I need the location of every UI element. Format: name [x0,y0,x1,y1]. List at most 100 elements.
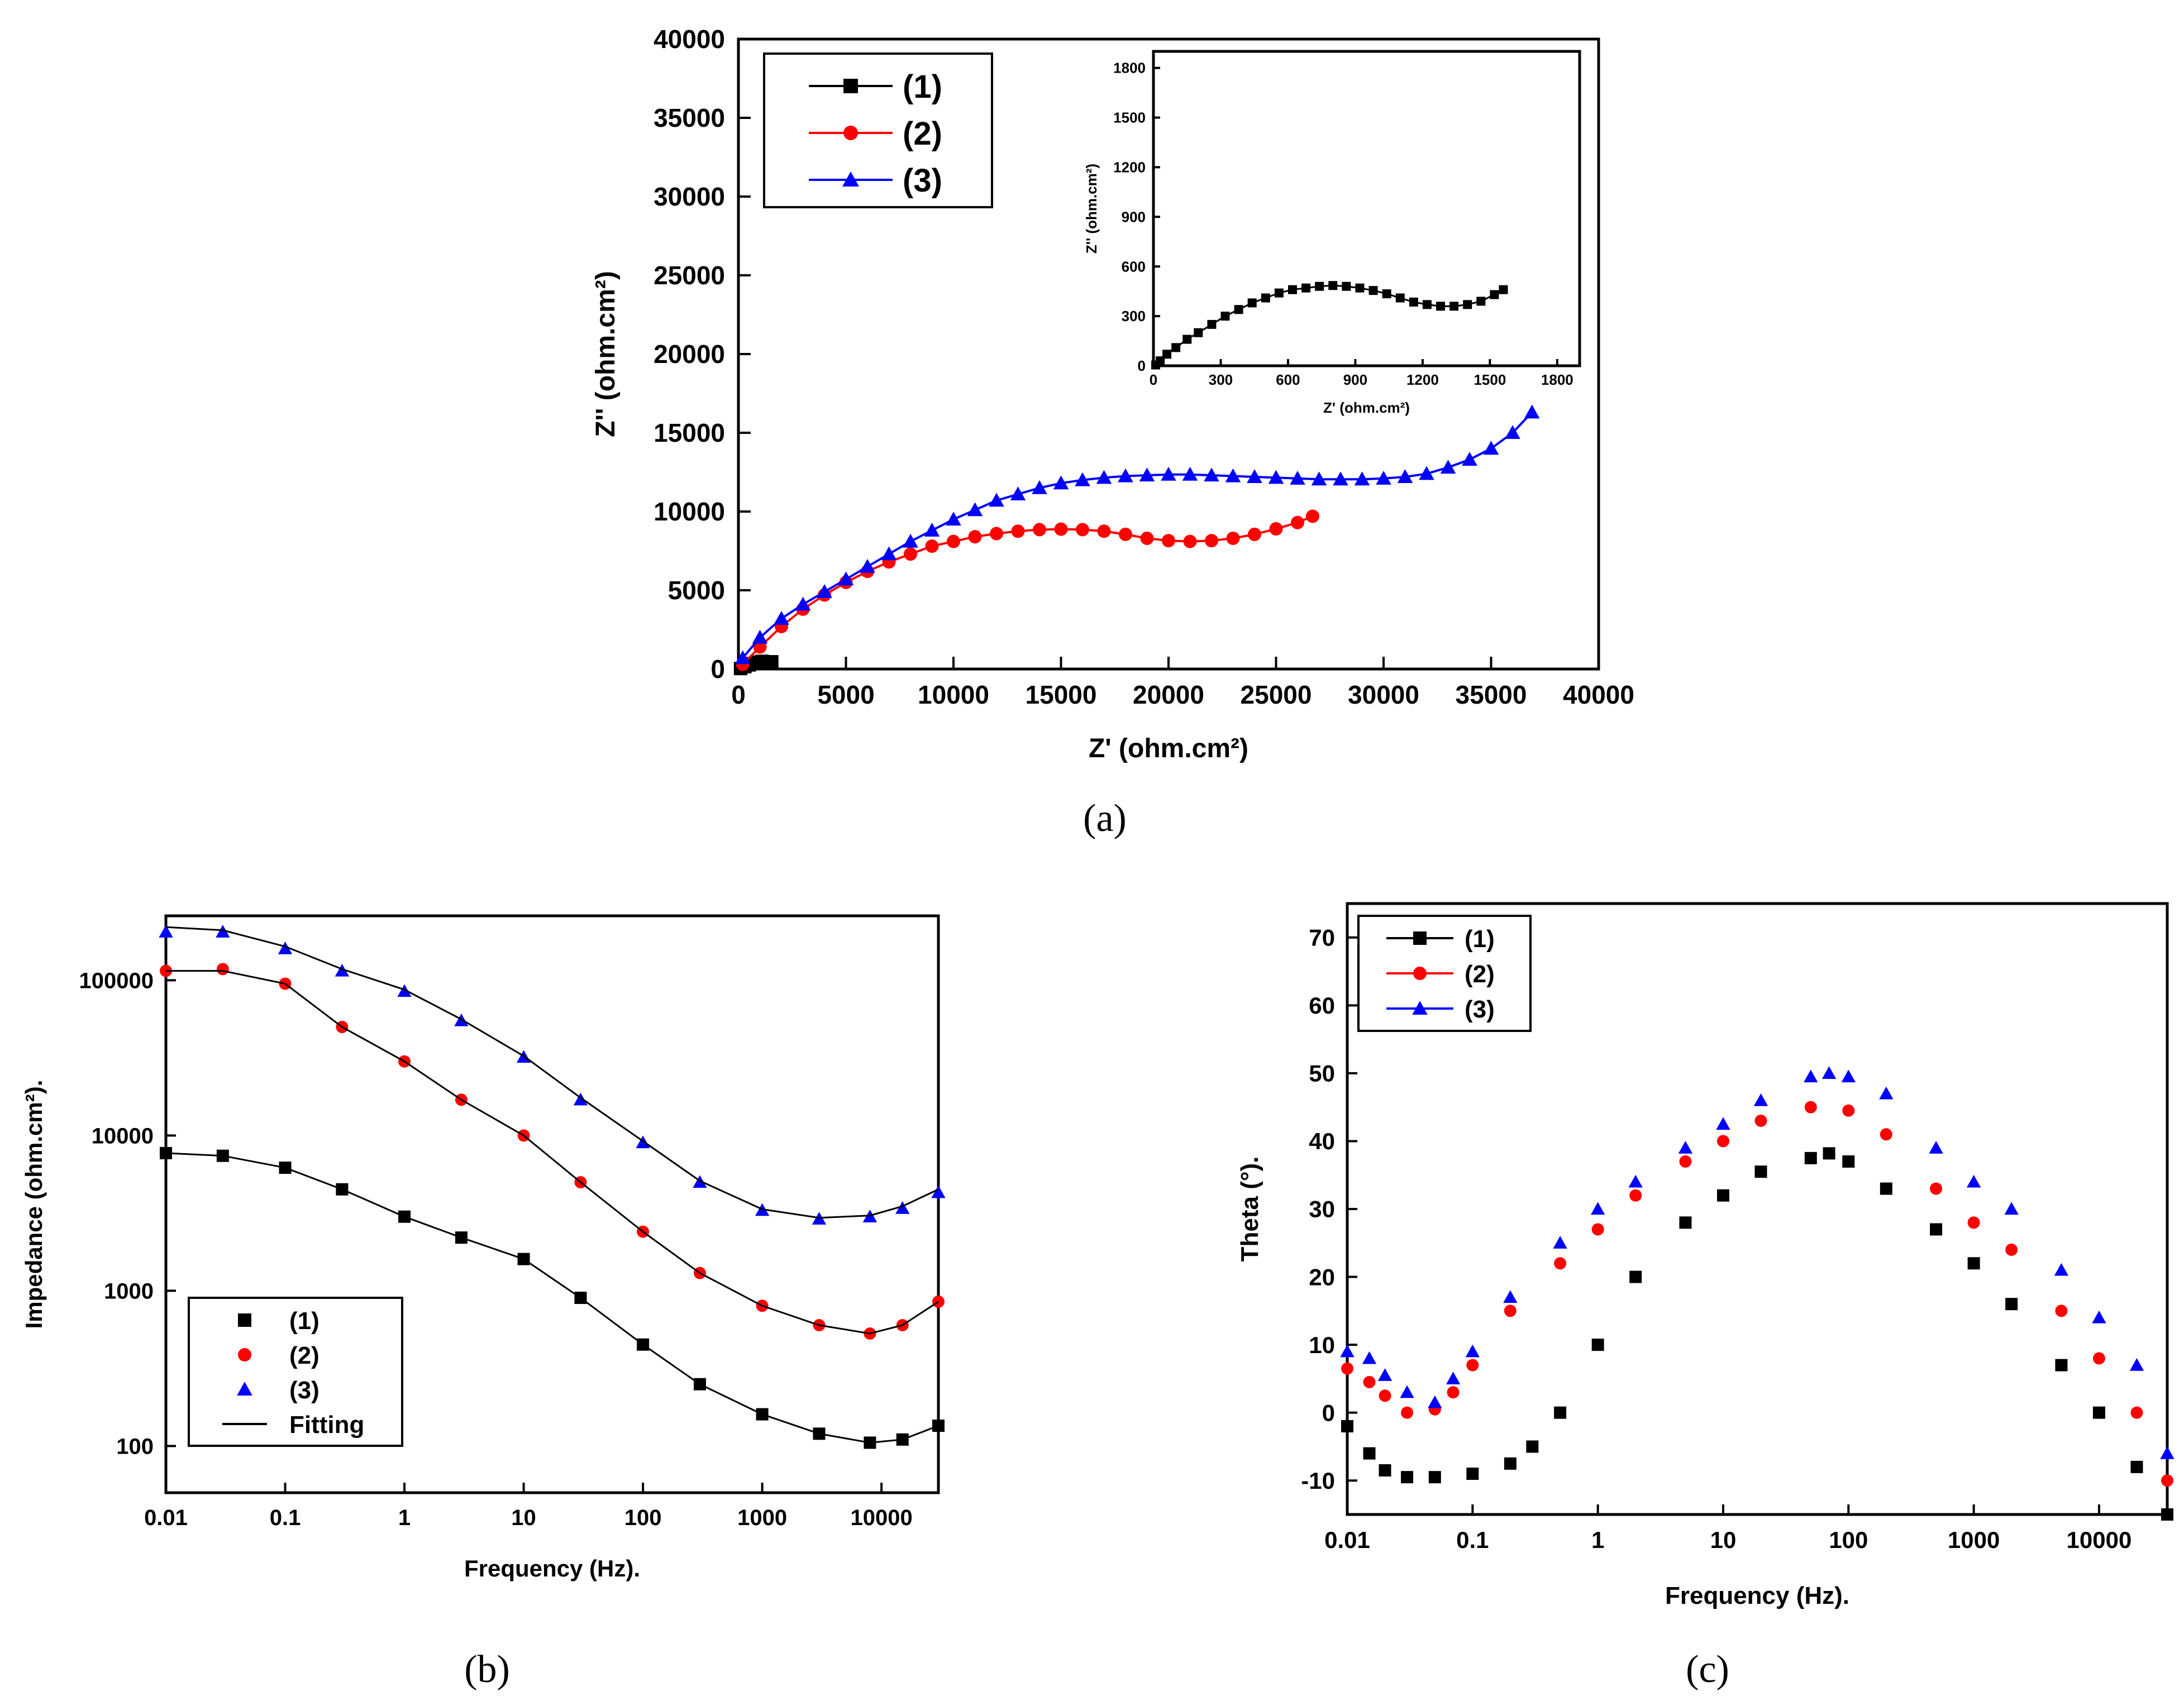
c-data-point [2055,1305,2068,1317]
a-data-point [765,655,779,669]
panel-label-b: (b) [464,1648,510,1691]
chart-a: 0 5000 10000 15000 20000 25000 30000 35000 40000… [591,25,1634,763]
a-x-tick-label: 25000 [1241,680,1312,709]
a-data-point [990,527,1003,541]
c-x-tick-label: 100 [1829,1527,1868,1553]
a-data-point [1140,531,1154,545]
c-legend-marker [1413,967,1427,980]
a-data-point [947,534,960,548]
c-data-point [1553,1236,1567,1249]
c-y-tick-label: 50 [1309,1060,1335,1087]
a-y-axis-title: Z'' (ohm.cm²) [591,271,621,437]
b-data-point [335,963,350,977]
a-data-point [968,530,982,544]
c-x-tick-label: 0.1 [1456,1527,1489,1553]
a-data-point [924,523,940,537]
c-data-point [1503,1290,1518,1303]
a-inset-y-tick-label: 0 [1138,357,1146,374]
a-y-tick-label: 25000 [654,261,725,290]
c-data-point [1400,1385,1414,1398]
c-data-point [2130,1460,2143,1473]
c-x-tick-label: 1000 [1948,1527,2000,1553]
a-x-tick-label: 15000 [1026,680,1097,709]
c-data-point [1428,1471,1441,1484]
c-data-point [1591,1339,1604,1351]
a-x-tick-label: 35000 [1456,680,1527,709]
c-data-point [1554,1257,1567,1270]
a-inset-plot-frame [1152,50,1581,367]
c-data-point [1753,1093,1768,1106]
c-data-point [1841,1069,1856,1083]
c-legend-label: (2) [1465,961,1495,988]
a-inset-data-point [1499,285,1508,294]
c-data-point [1363,1447,1376,1460]
c-y-tick-label: 20 [1309,1264,1335,1290]
c-y-tick-label: 40 [1309,1128,1335,1154]
b-y-tick-label: 10000 [92,1124,154,1148]
c-data-point [1466,1468,1479,1480]
a-data-point [903,533,918,548]
a-data-point [904,547,917,561]
b-fitting-line [165,1152,939,1444]
a-data-point [1182,466,1198,481]
a-data-point [1183,534,1197,548]
a-inset-x-tick-label: 900 [1343,371,1367,388]
a-inset-x-tick-label: 1800 [1541,371,1573,388]
a-x-tick-label: 0 [731,680,746,709]
b-legend-label: (1) [289,1307,320,1335]
a-inset-data-point [1156,356,1165,366]
a-inset-y-axis-title: Z'' (ohm.cm²) [1083,164,1100,254]
a-y-tick-label: 10000 [654,497,725,526]
c-data-point [1504,1305,1517,1317]
c-data-point [1401,1471,1414,1484]
c-data-point [1341,1420,1353,1432]
b-data-point [216,925,230,938]
a-inset-data-point [1395,293,1405,303]
c-data-point [1679,1216,1692,1229]
a-data-point [1291,515,1304,529]
c-data-point [1428,1395,1442,1408]
b-data-point [931,1185,946,1198]
c-data-point [1930,1182,1943,1195]
c-data-point [1629,1189,1642,1202]
a-data-point [946,512,961,526]
a-data-point [1225,468,1241,482]
a-data-point [1440,460,1456,474]
a-x-tick-label: 10000 [918,680,989,709]
c-x-tick-label: 10000 [2067,1527,2132,1553]
a-data-point [1162,534,1175,548]
c-data-point [1804,1069,1818,1083]
b-legend-label: (2) [289,1342,320,1369]
c-legend-label: (1) [1465,925,1495,953]
a-data-point [752,629,768,644]
a-y-tick-label: 20000 [654,340,725,369]
a-inset-data-point [1162,350,1172,359]
a-series-line [742,411,1533,659]
a-data-point [1305,509,1319,523]
c-data-point [1967,1257,1980,1270]
a-y-tick-label: 5000 [668,576,725,605]
a-legend-marker [842,171,859,187]
c-data-point [1362,1351,1377,1364]
b-data-point [895,1201,910,1214]
c-data-point [1823,1147,1835,1160]
a-inset-y-tick-label: 600 [1122,258,1146,275]
a-data-point [1290,470,1305,485]
a-inset-x-tick-label: 1200 [1406,371,1439,388]
c-data-point [1842,1104,1855,1117]
a-y-tick-label: 30000 [654,182,725,211]
a-x-axis-title: Z' (ohm.cm²) [1089,734,1248,763]
c-data-point [1716,1117,1730,1130]
c-x-axis-title: Frequency (Hz). [1665,1582,1849,1609]
c-data-point [1821,1066,1837,1079]
c-legend-marker [1413,931,1427,945]
a-inset-data-point [1463,300,1472,309]
c-data-point [1466,1359,1479,1372]
a-inset-x-tick-label: 300 [1209,371,1233,388]
a-data-point [1075,472,1090,486]
b-legend-label: Fitting [289,1411,364,1439]
a-data-point [795,596,811,611]
c-data-point [1716,1189,1729,1202]
c-data-point [1628,1174,1643,1188]
a-inset-data-point [1409,297,1418,307]
